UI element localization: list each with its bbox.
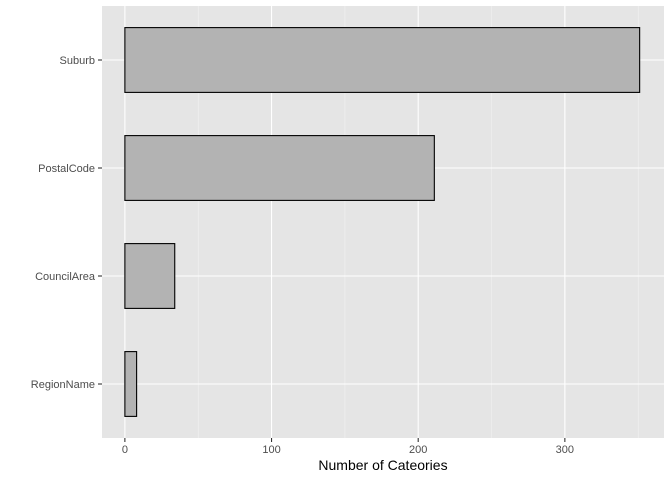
x-axis-title: Number of Cateories xyxy=(318,457,447,473)
x-tick-label: 0 xyxy=(122,444,128,456)
bar-councilarea xyxy=(124,243,176,309)
bars xyxy=(124,27,641,417)
x-tick-label: 100 xyxy=(262,444,280,456)
y-tick-label: Suburb xyxy=(60,55,95,67)
y-axis: Suburb PostalCode CouncilArea RegionName xyxy=(31,55,102,391)
x-axis: 0 100 200 300 xyxy=(122,438,574,456)
y-tick-label: RegionName xyxy=(31,379,95,391)
y-tick-label: CouncilArea xyxy=(35,271,96,283)
bar-postalcode xyxy=(124,135,435,201)
x-tick-label: 200 xyxy=(409,444,427,456)
bar-suburb xyxy=(124,27,641,93)
y-tick-label: PostalCode xyxy=(38,163,95,175)
x-tick-label: 300 xyxy=(556,444,574,456)
bar-regionname xyxy=(124,351,138,417)
